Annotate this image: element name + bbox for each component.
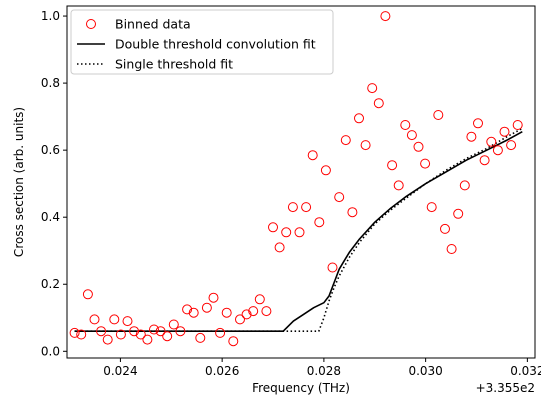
- data-point: [221, 307, 232, 318]
- data-point: [367, 83, 378, 94]
- data-point: [294, 227, 305, 238]
- data-point: [195, 332, 206, 343]
- data-point: [175, 326, 186, 337]
- data-point: [82, 289, 93, 300]
- y-tick-label: 1.0: [41, 9, 60, 23]
- data-point: [135, 329, 146, 340]
- data-point: [307, 150, 318, 161]
- legend-frame: [70, 9, 334, 75]
- data-point: [393, 180, 404, 191]
- data-point: [168, 319, 179, 330]
- data-point: [446, 244, 457, 254]
- data-point: [228, 336, 239, 347]
- data-point: [499, 126, 510, 137]
- data-point: [102, 334, 113, 345]
- data-point: [433, 110, 444, 120]
- data-point: [320, 165, 331, 176]
- data-point: [142, 334, 153, 345]
- data-point: [492, 145, 503, 156]
- data-point: [301, 202, 312, 213]
- data-point: [115, 329, 126, 340]
- data-point: [76, 329, 87, 340]
- data-point: [334, 192, 345, 203]
- data-point: [459, 180, 470, 191]
- data-point: [479, 155, 490, 166]
- data-point: [201, 302, 212, 313]
- data-point: [512, 120, 523, 130]
- data-point: [314, 217, 325, 228]
- data-point: [400, 120, 411, 130]
- data-point: [380, 11, 391, 22]
- data-point: [340, 135, 351, 146]
- data-point: [327, 262, 338, 273]
- data-points: [69, 11, 523, 347]
- y-tick-label: 0.8: [41, 76, 60, 90]
- y-tick-label: 0.4: [41, 210, 60, 224]
- data-point: [268, 222, 278, 233]
- data-point: [373, 98, 384, 109]
- data-point: [274, 242, 285, 253]
- data-point: [235, 314, 245, 325]
- y-tick-label: 0.6: [41, 143, 60, 157]
- data-point: [486, 136, 497, 147]
- data-point: [254, 294, 265, 305]
- x-tick-label: 0.032: [510, 364, 541, 378]
- y-tick-label: 0.0: [41, 344, 60, 358]
- legend-label-double-threshold: Double threshold convolution fit: [115, 37, 316, 52]
- legend-label-single-threshold: Single threshold fit: [115, 57, 233, 72]
- data-point: [162, 331, 173, 342]
- data-point: [241, 309, 252, 320]
- data-point: [69, 327, 80, 338]
- data-point: [466, 131, 477, 142]
- data-point: [122, 316, 133, 327]
- y-tick-label: 0.2: [41, 277, 60, 291]
- data-point: [109, 314, 120, 325]
- x-tick-label: 0.030: [408, 364, 442, 378]
- x-axis: 0.024 0.026 0.028 0.030 0.032: [103, 358, 541, 378]
- data-point: [89, 314, 100, 325]
- data-point: [129, 326, 140, 337]
- legend-marker-binned-data: [86, 19, 96, 29]
- y-axis-label: Cross section (arb. units): [12, 107, 26, 257]
- data-point: [188, 307, 199, 318]
- y-axis: 0.0 0.2 0.4 0.6 0.8 1.0: [41, 9, 67, 358]
- x-axis-offset-label: +3.355e2: [476, 381, 535, 395]
- x-tick-label: 0.024: [103, 364, 137, 378]
- data-point: [406, 130, 417, 141]
- x-tick-label: 0.026: [205, 364, 239, 378]
- data-point: [360, 140, 371, 151]
- data-point: [261, 306, 272, 317]
- data-point: [426, 202, 437, 213]
- data-point: [473, 118, 483, 129]
- x-tick-label: 0.028: [307, 364, 341, 378]
- x-axis-label: Frequency (THz): [252, 381, 350, 395]
- data-point: [354, 113, 364, 124]
- fit-lines: [74, 127, 523, 333]
- legend: Binned data Double threshold convolution…: [70, 9, 334, 75]
- data-point: [420, 158, 431, 169]
- data-point: [208, 292, 219, 303]
- data-point: [387, 160, 398, 171]
- data-point: [506, 140, 517, 151]
- legend-label-binned-data: Binned data: [115, 17, 191, 32]
- data-point: [215, 327, 226, 338]
- data-point: [96, 326, 107, 337]
- data-point: [155, 326, 166, 337]
- double-threshold-fit-line: [74, 130, 523, 333]
- plot-area: [66, 5, 536, 359]
- data-point: [413, 141, 424, 152]
- data-point: [440, 223, 450, 234]
- axes-frame: [66, 5, 536, 359]
- data-point: [149, 324, 159, 335]
- data-point: [281, 227, 292, 238]
- data-point: [347, 207, 358, 218]
- data-point: [182, 304, 193, 315]
- data-point: [453, 208, 464, 219]
- data-point: [287, 202, 298, 213]
- data-point: [248, 306, 259, 317]
